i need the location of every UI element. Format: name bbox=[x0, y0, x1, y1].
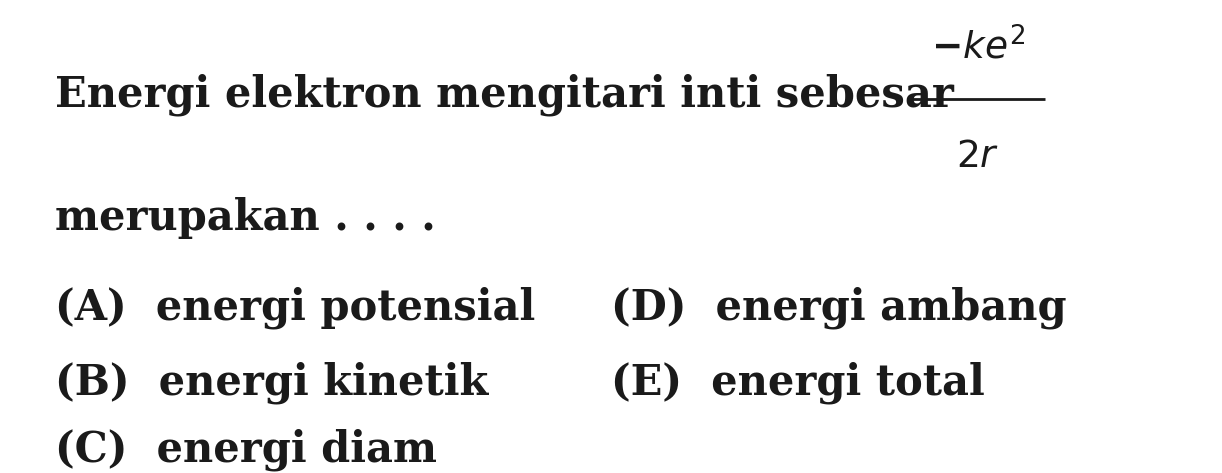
Text: (E)  energi total: (E) energi total bbox=[611, 362, 985, 404]
Text: (D)  energi ambang: (D) energi ambang bbox=[611, 286, 1067, 329]
Text: Energi elektron mengitari inti sebesar: Energi elektron mengitari inti sebesar bbox=[55, 73, 954, 116]
Text: (B)  energi kinetik: (B) energi kinetik bbox=[55, 362, 489, 404]
Text: $\mathbf{-}ke^2$: $\mathbf{-}ke^2$ bbox=[931, 28, 1024, 67]
Text: (C)  energi diam: (C) energi diam bbox=[55, 428, 437, 471]
Text: merupakan . . . .: merupakan . . . . bbox=[55, 197, 436, 238]
Text: $2r$: $2r$ bbox=[956, 138, 1000, 175]
Text: (A)  energi potensial: (A) energi potensial bbox=[55, 286, 535, 329]
